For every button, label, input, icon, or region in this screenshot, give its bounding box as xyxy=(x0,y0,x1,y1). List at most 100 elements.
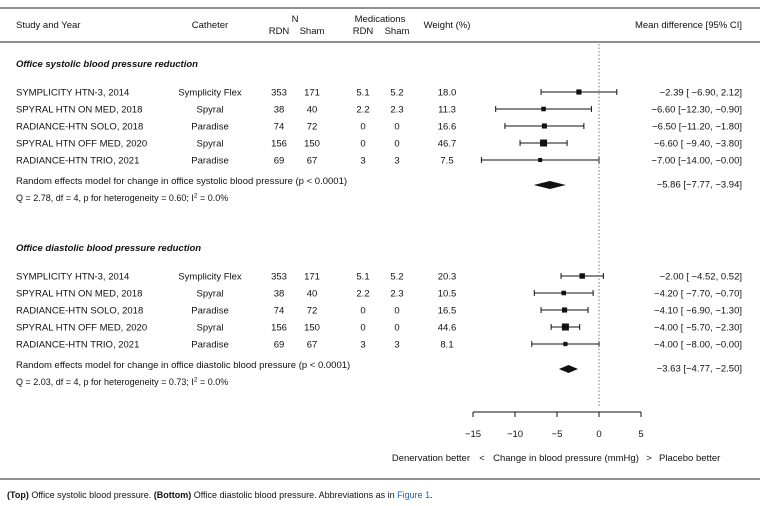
x-tick-label: −10 xyxy=(507,429,523,440)
n-rdn-value: 74 xyxy=(274,122,285,133)
ci-text: −2.39 [ −6.90, 2.12] xyxy=(660,88,742,99)
x-label-center: Change in blood pressure (mmHg) xyxy=(493,453,639,464)
study-label: SYMPLICITY HTN-3, 2014 xyxy=(16,88,129,99)
n-rdn-value: 38 xyxy=(274,105,285,116)
point-estimate xyxy=(561,323,569,331)
point-estimate xyxy=(561,290,566,296)
header-medications: Medications xyxy=(355,14,406,25)
med-rdn-value: 3 xyxy=(360,156,365,167)
med-rdn-value: 5.1 xyxy=(356,272,369,283)
point-estimate xyxy=(541,123,547,129)
med-rdn-value: 0 xyxy=(360,122,365,133)
study-label: SPYRAL HTN ON MED, 2018 xyxy=(16,105,142,116)
med-rdn-value: 0 xyxy=(360,139,365,150)
n-rdn-value: 74 xyxy=(274,306,285,317)
point-estimate xyxy=(541,106,546,112)
point-estimate xyxy=(562,307,568,313)
n-rdn-value: 353 xyxy=(271,88,287,99)
n-rdn-value: 156 xyxy=(271,139,287,150)
table-row: RADIANCE-HTN TRIO, 2021 Paradise 69 67 3 3 7.5… xyxy=(16,156,742,167)
weight-value: 11.3 xyxy=(438,105,456,116)
med-sham-value: 5.2 xyxy=(390,88,403,99)
n-sham-value: 40 xyxy=(307,289,318,300)
n-sham-value: 171 xyxy=(304,88,320,99)
heterogeneity-text: Q = 2.78, df = 4, p for heterogeneity = … xyxy=(16,193,228,204)
weight-value: 44.6 xyxy=(438,323,457,334)
catheter-label: Paradise xyxy=(191,122,229,133)
point-estimate xyxy=(576,89,582,95)
ci-text: −6.60 [ −9.40, −3.80] xyxy=(654,139,742,150)
caption-figure-link[interactable]: Figure 1 xyxy=(397,490,431,500)
catheter-label: Paradise xyxy=(191,156,229,167)
summary-ci-text: −5.86 [−7.77, −3.94] xyxy=(657,180,742,191)
header-med-rdn: RDN xyxy=(353,26,374,37)
med-sham-value: 2.3 xyxy=(390,105,403,116)
ci-text: −6.60 [−12.30, −0.90] xyxy=(651,105,742,116)
n-rdn-value: 353 xyxy=(271,272,287,283)
med-sham-value: 2.3 xyxy=(390,289,403,300)
header-study: Study and Year xyxy=(16,20,80,31)
header-n-sham: Sham xyxy=(300,26,325,37)
table-row: SPYRAL HTN ON MED, 2018 Spyral 38 40 2.2 2.3 1… xyxy=(16,105,742,116)
x-tick-label: 5 xyxy=(638,429,643,440)
n-sham-value: 67 xyxy=(307,340,318,351)
study-label: SYMPLICITY HTN-3, 2014 xyxy=(16,272,129,283)
catheter-label: Symplicity Flex xyxy=(178,272,242,283)
weight-value: 10.5 xyxy=(438,289,457,300)
table-header: Study and Year Catheter N RDN Sham Medic… xyxy=(0,7,760,43)
ci-text: −4.00 [ −5.70, −2.30] xyxy=(654,323,742,334)
table-row: SPYRAL HTN OFF MED, 2020 Spyral 156 150 0 0 46… xyxy=(16,139,742,150)
ci-text: −2.00 [ −4.52, 0.52] xyxy=(660,272,742,283)
study-label: SPYRAL HTN OFF MED, 2020 xyxy=(16,323,147,334)
n-sham-value: 72 xyxy=(307,122,318,133)
summary-label: Random effects model for change in offic… xyxy=(16,176,347,187)
x-label-left: Denervation better xyxy=(392,453,470,464)
x-tick-label: 0 xyxy=(596,429,601,440)
panel-1: Office systolic blood pressure reduction… xyxy=(16,59,742,203)
table-row: RADIANCE-HTN TRIO, 2021 Paradise 69 67 3 3 8.1… xyxy=(16,340,742,351)
table-row: SYMPLICITY HTN-3, 2014 Symplicity Flex 353… xyxy=(16,272,742,283)
med-sham-value: 0 xyxy=(394,139,399,150)
point-estimate xyxy=(538,157,543,163)
header-n-rdn: RDN xyxy=(269,26,290,37)
table-row: SYMPLICITY HTN-3, 2014 Symplicity Flex 353… xyxy=(16,88,742,99)
med-rdn-value: 2.2 xyxy=(356,289,369,300)
study-label: SPYRAL HTN OFF MED, 2020 xyxy=(16,139,147,150)
med-sham-value: 5.2 xyxy=(390,272,403,283)
med-sham-value: 3 xyxy=(394,156,399,167)
panel-2: Office diastolic blood pressure reductio… xyxy=(16,243,742,387)
table-row: RADIANCE-HTN SOLO, 2018 Paradise 74 72 0 0 16.… xyxy=(16,122,742,133)
caption-end: . xyxy=(430,490,433,500)
panel-title: Office systolic blood pressure reduction xyxy=(16,59,198,70)
n-rdn-value: 156 xyxy=(271,323,287,334)
catheter-label: Spyral xyxy=(197,323,224,334)
catheter-label: Spyral xyxy=(197,105,224,116)
header-mean-difference: Mean difference [95% CI] xyxy=(635,20,742,31)
summary-diamond xyxy=(533,181,566,189)
n-rdn-value: 69 xyxy=(274,340,285,351)
table-row: SPYRAL HTN ON MED, 2018 Spyral 38 40 2.2 2.3 1… xyxy=(16,289,742,300)
study-label: RADIANCE-HTN TRIO, 2021 xyxy=(16,156,139,167)
x-tick-label: −15 xyxy=(465,429,481,440)
summary-ci-text: −3.63 [−4.77, −2.50] xyxy=(657,364,742,375)
x-tick-label: −5 xyxy=(552,429,563,440)
med-rdn-value: 2.2 xyxy=(356,105,369,116)
ci-text: −7.00 [−14.00, −0.00] xyxy=(651,156,742,167)
study-label: RADIANCE-HTN SOLO, 2018 xyxy=(16,122,143,133)
study-label: RADIANCE-HTN SOLO, 2018 xyxy=(16,306,143,317)
med-rdn-value: 0 xyxy=(360,306,365,317)
study-label: RADIANCE-HTN TRIO, 2021 xyxy=(16,340,139,351)
n-sham-value: 171 xyxy=(304,272,320,283)
weight-value: 16.5 xyxy=(438,306,457,317)
ci-text: −6.50 [−11.20, −1.80] xyxy=(652,122,742,133)
header-weight: Weight (%) xyxy=(424,20,471,31)
weight-value: 20.3 xyxy=(438,272,457,283)
med-sham-value: 0 xyxy=(394,306,399,317)
header-med-sham: Sham xyxy=(385,26,410,37)
forest-plot: Study and Year Catheter N RDN Sham Medic… xyxy=(0,7,760,480)
summary-label: Random effects model for change in offic… xyxy=(16,360,350,371)
x-axis: −15 −10 −5 0 5 Denervation better < Change in b… xyxy=(0,411,760,480)
caption-bottom-label: (Bottom) xyxy=(153,490,192,500)
med-rdn-value: 0 xyxy=(360,323,365,334)
table-row: SPYRAL HTN OFF MED, 2020 Spyral 156 150 0 0 44… xyxy=(16,323,742,334)
